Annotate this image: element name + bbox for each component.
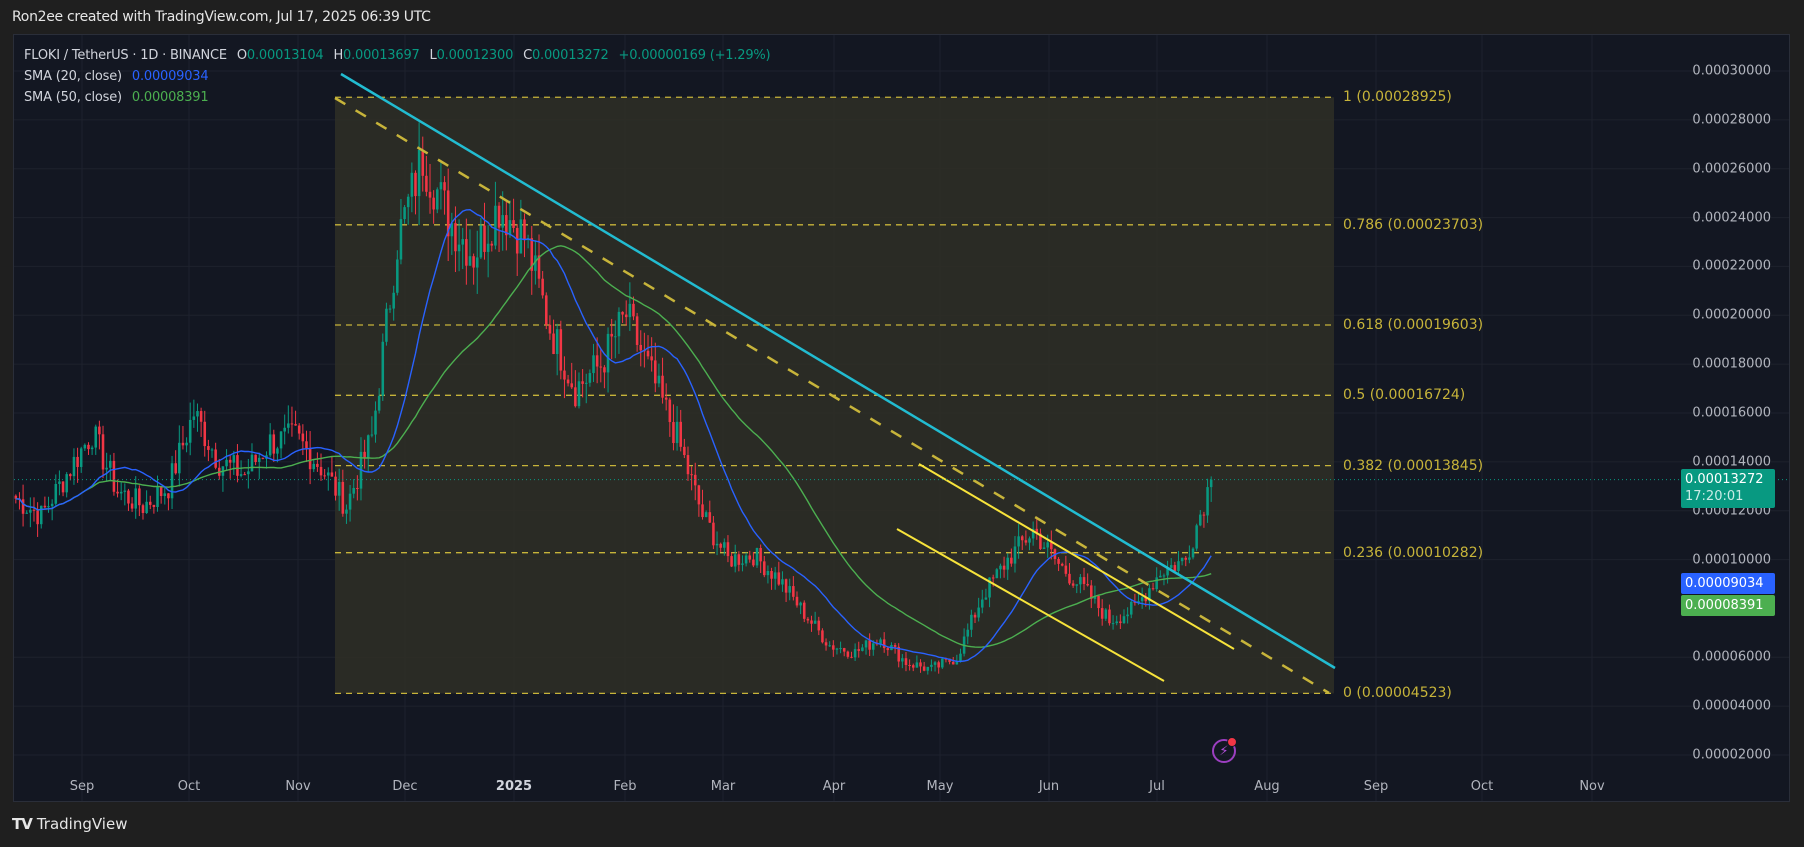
chart-legend: FLOKI / TetherUS · 1D · BINANCE O0.00013… [24, 45, 771, 108]
time-tick: Nov [1579, 779, 1605, 794]
tradingview-logo-icon: TV [12, 815, 33, 833]
time-tick: Jul [1149, 779, 1165, 794]
fib-label-0-786: 0.786 (0.00023703) [1343, 216, 1484, 233]
price-tick: 0.00004000 [1692, 698, 1771, 714]
price-tick: 0.00022000 [1692, 258, 1771, 274]
time-tick: Oct [1470, 779, 1494, 794]
fib-label-0-382: 0.382 (0.00013845) [1343, 457, 1484, 474]
fib-label-0-618: 0.618 (0.00019603) [1343, 316, 1484, 333]
sma20-row[interactable]: SMA (20, close) 0.00009034 [24, 66, 770, 87]
time-tick: Apr [822, 779, 846, 794]
time-tick: May [926, 779, 954, 794]
price-tick: 0.00030000 [1692, 63, 1771, 79]
bar-countdown: 17:20:01 [1685, 489, 1744, 504]
ohlc-row: FLOKI / TetherUS · 1D · BINANCE O0.00013… [24, 45, 771, 66]
close-value: 0.00013272 [531, 48, 609, 63]
fib-label-0-5: 0.5 (0.00016724) [1343, 387, 1466, 404]
low-label: L [429, 48, 437, 63]
chart-caption: Ron2ee created with TradingView.com, Jul… [12, 9, 431, 25]
time-tick: Sep [69, 779, 95, 794]
lightning-alert-icon[interactable]: ⚡ [1212, 737, 1237, 763]
sma50-price-badge: 0.00008391 [1681, 595, 1775, 616]
time-tick: Dec [392, 779, 418, 794]
price-tick: 0.00006000 [1692, 649, 1771, 665]
fib-label-1: 1 (0.00028925) [1343, 89, 1452, 106]
sma20-label: SMA (20, close) [24, 69, 122, 84]
price-tick: 0.00026000 [1692, 161, 1771, 177]
open-label: O [236, 48, 247, 63]
notification-dot [1227, 737, 1237, 747]
time-tick: Feb [613, 779, 637, 794]
chart-pane[interactable]: FLOKI / TetherUS · 1D · BINANCE O0.00013… [13, 34, 1790, 802]
sma50-value: 0.00008391 [131, 90, 209, 105]
price-tick: 0.00002000 [1692, 747, 1771, 763]
symbol-label[interactable]: FLOKI / TetherUS · 1D · BINANCE [24, 48, 227, 63]
price-tick: 0.00014000 [1692, 454, 1771, 470]
price-tick: 0.00018000 [1692, 356, 1771, 372]
price-tick: 0.00028000 [1692, 112, 1771, 128]
brand-name: TradingView [36, 815, 128, 833]
price-tick: 0.00020000 [1692, 307, 1771, 323]
price-axis[interactable]: 0.00030000 0.00028000 0.00026000 0.00024000… [1665, 35, 1789, 801]
time-tick: Nov [285, 779, 311, 794]
sma50-label: SMA (50, close) [24, 90, 122, 105]
last-price-value: 0.00013272 [1685, 472, 1764, 487]
low-value: 0.00012300 [436, 48, 514, 63]
price-chart-canvas[interactable] [14, 35, 1790, 802]
time-tick: Oct [177, 779, 201, 794]
change-value: +0.00000169 (+1.29%) [618, 48, 771, 63]
price-tick: 0.00010000 [1692, 552, 1771, 568]
open-value: 0.00013104 [246, 48, 324, 63]
sma20-price-badge: 0.00009034 [1681, 573, 1775, 594]
fib-label-0: 0 (0.00004523) [1343, 685, 1452, 702]
high-value: 0.00013697 [343, 48, 420, 63]
fib-label-0-236: 0.236 (0.00010282) [1343, 544, 1484, 561]
time-tick: Mar [710, 779, 736, 794]
price-tick: 0.00016000 [1692, 405, 1771, 421]
time-tick: Sep [1363, 779, 1389, 794]
time-tick: 2025 [495, 779, 533, 794]
sma20-value: 0.00009034 [131, 69, 209, 84]
price-tick: 0.00024000 [1692, 210, 1771, 226]
last-price-badge: 0.00013272 17:20:01 [1681, 469, 1775, 508]
close-label: C [523, 48, 532, 63]
time-tick: Jun [1038, 779, 1060, 794]
time-tick: Aug [1254, 779, 1280, 794]
sma50-row[interactable]: SMA (50, close) 0.00008391 [24, 87, 770, 108]
high-label: H [333, 48, 344, 63]
footer-branding: TV TradingView [12, 815, 127, 833]
